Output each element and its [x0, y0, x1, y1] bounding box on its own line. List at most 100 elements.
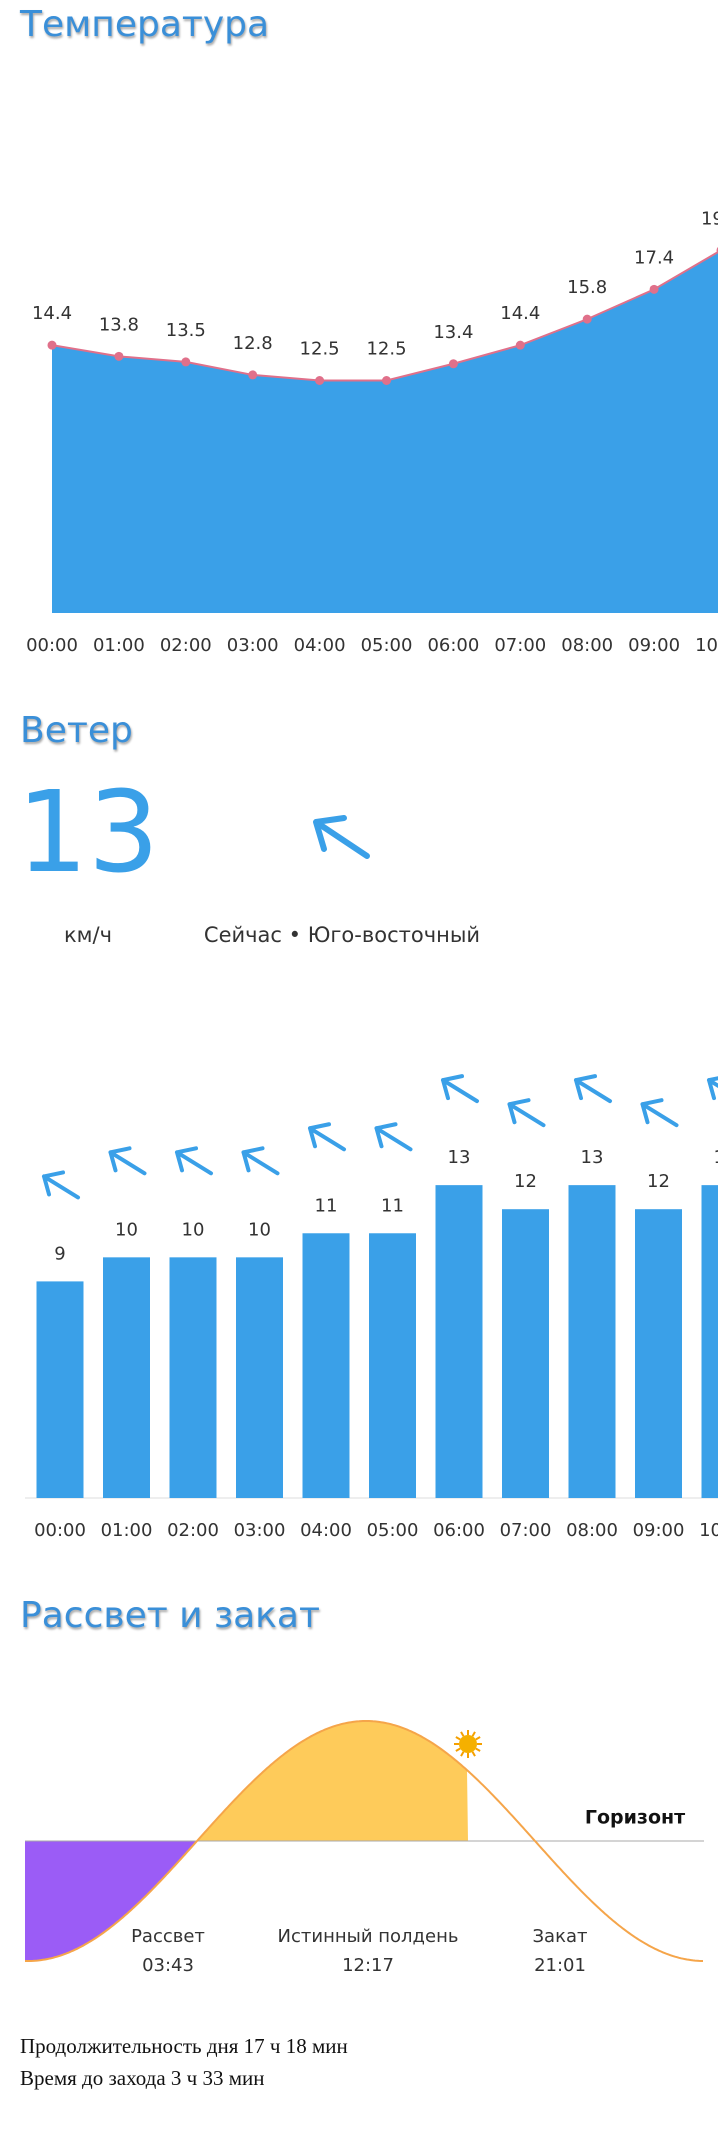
- x-tick-label: 10:00: [695, 635, 718, 656]
- value-label: 12.5: [300, 339, 340, 360]
- bar: [435, 1185, 483, 1498]
- wind-direction-arrow: [313, 815, 370, 859]
- value-label: 13: [581, 1147, 604, 1168]
- wind-arrow: [507, 1098, 546, 1128]
- sun-event-label: Истинный полдень: [278, 1926, 459, 1947]
- wind-arrow: [108, 1146, 147, 1176]
- bar: [502, 1209, 549, 1498]
- sun-ray: [460, 1731, 465, 1737]
- x-tick-label: 09:00: [628, 635, 680, 656]
- temperature-point: [515, 340, 525, 350]
- x-tick-label: 05:00: [361, 635, 413, 656]
- sun-ray: [475, 1747, 481, 1752]
- x-tick-label: 04:00: [300, 1520, 352, 1541]
- bar: [568, 1185, 616, 1498]
- horizon-label: Горизонт: [585, 1807, 685, 1829]
- value-label: 10: [182, 1219, 205, 1240]
- temperature-point: [114, 351, 124, 361]
- value-label: 13.5: [166, 320, 206, 341]
- value-label: 10: [248, 1219, 271, 1240]
- temperature-area: [52, 252, 718, 613]
- section-heading: Рассвет и закат: [20, 1595, 320, 1636]
- x-tick-label: 02:00: [160, 635, 212, 656]
- x-tick-label: 01:00: [93, 635, 145, 656]
- value-label: 14.4: [32, 303, 72, 324]
- footer-line: Продолжительность дня 17 ч 18 мин: [20, 2034, 348, 2058]
- value-label: 12: [514, 1171, 537, 1192]
- bar: [302, 1233, 350, 1498]
- x-tick-label: 03:00: [227, 635, 279, 656]
- value-label: 12: [647, 1171, 670, 1192]
- sun-ray: [455, 1747, 461, 1752]
- x-tick-label: 10:00: [699, 1520, 718, 1541]
- value-label: 12.5: [366, 339, 406, 360]
- wind-arrow: [42, 1170, 80, 1200]
- value-label: 13.8: [99, 314, 139, 335]
- day-area: [197, 1721, 468, 1841]
- x-tick-label: 02:00: [167, 1520, 219, 1541]
- temperature-point: [382, 376, 391, 385]
- value-label: 17.4: [634, 247, 674, 268]
- sun-ray: [471, 1751, 476, 1757]
- x-tick-label: 00:00: [34, 1520, 86, 1541]
- bar: [236, 1257, 283, 1498]
- bar: [635, 1209, 682, 1498]
- wind-arrow: [707, 1076, 718, 1101]
- bar: [169, 1257, 217, 1498]
- sun-ray: [471, 1731, 476, 1737]
- bar: [369, 1233, 416, 1498]
- sun-event-time: 12:17: [342, 1955, 394, 1976]
- temperature-point: [448, 359, 458, 369]
- wind-speed: 13: [17, 768, 160, 898]
- sun-icon: [454, 1730, 482, 1758]
- temperature-point: [649, 284, 659, 294]
- value-label: 13.4: [433, 322, 473, 343]
- value-label: 14.4: [500, 303, 540, 324]
- section-heading: Температура: [19, 4, 269, 45]
- bar: [103, 1257, 150, 1498]
- x-tick-label: 00:00: [26, 635, 78, 656]
- x-tick-label: 08:00: [566, 1520, 618, 1541]
- wind-arrow: [175, 1146, 213, 1176]
- sun-event-label: Закат: [533, 1926, 588, 1947]
- value-label: 11: [315, 1195, 338, 1216]
- value-label: 12.8: [233, 333, 273, 354]
- sun-event-label: Рассвет: [131, 1926, 205, 1947]
- sun-ray: [460, 1751, 465, 1757]
- bar: [36, 1281, 84, 1498]
- value-label: 15.8: [567, 277, 607, 298]
- value-label: 13: [714, 1147, 718, 1168]
- sun-event-time: 21:01: [534, 1955, 586, 1976]
- value-label: 10: [115, 1219, 138, 1240]
- sun-ray: [475, 1736, 481, 1741]
- x-tick-label: 09:00: [633, 1520, 685, 1541]
- footer-line: Время до захода 3 ч 33 мин: [20, 2066, 265, 2090]
- wind-arrow: [241, 1146, 280, 1176]
- temperature-point: [47, 340, 57, 350]
- x-tick-label: 07:00: [494, 635, 546, 656]
- sun-disc: [459, 1735, 477, 1753]
- sun-event-time: 03:43: [142, 1955, 194, 1976]
- x-tick-label: 07:00: [500, 1520, 552, 1541]
- value-label: 13: [448, 1147, 471, 1168]
- x-tick-label: 04:00: [294, 635, 346, 656]
- wind-unit: км/ч: [64, 923, 112, 947]
- sun-ray: [455, 1736, 461, 1741]
- temperature-point: [248, 370, 258, 380]
- x-tick-label: 06:00: [433, 1520, 485, 1541]
- value-label: 19.5: [701, 208, 718, 229]
- temperature-point: [582, 314, 592, 324]
- value-label: 9: [54, 1243, 65, 1264]
- wind-description: Сейчас • Юго-восточный: [204, 923, 480, 947]
- temperature-point: [181, 357, 191, 367]
- value-label: 11: [381, 1195, 404, 1216]
- x-tick-label: 06:00: [427, 635, 479, 656]
- night-area: [25, 1841, 197, 1961]
- section-heading: Ветер: [20, 710, 133, 751]
- sun-curve: [25, 1720, 703, 1962]
- x-tick-label: 08:00: [561, 635, 613, 656]
- wind-arrow: [374, 1122, 413, 1152]
- wind-arrow: [441, 1074, 479, 1104]
- x-tick-label: 01:00: [101, 1520, 153, 1541]
